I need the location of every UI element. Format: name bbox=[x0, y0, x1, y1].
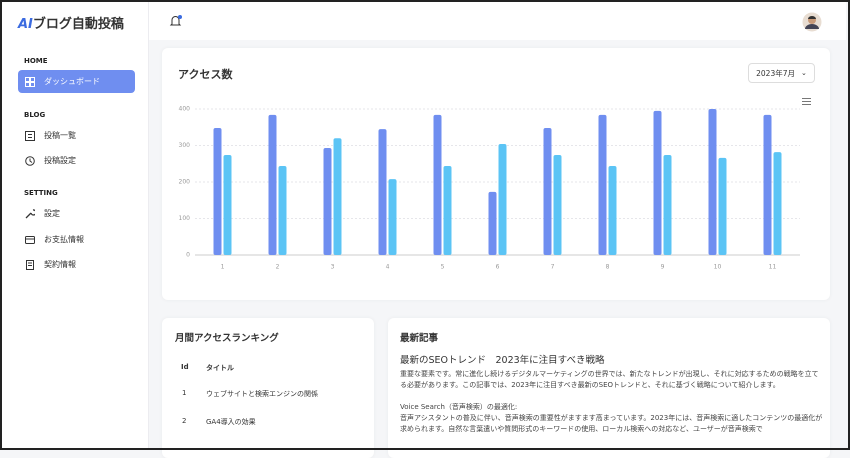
logo-text: ブログ自動投稿 bbox=[32, 17, 124, 32]
user-avatar[interactable] bbox=[802, 12, 822, 32]
notification-bell[interactable] bbox=[169, 14, 183, 28]
icon bbox=[26, 259, 34, 270]
paragraph: Voice Search（音声検索）の最適化: bbox=[400, 403, 518, 411]
icon bbox=[25, 208, 35, 218]
nav-item[interactable]: 投稿設定 bbox=[25, 155, 76, 166]
ranking-card: 月間アクセスランキング Id タイトル 1 ウェブサイトと検索エンジンの関係 2… bbox=[162, 318, 374, 458]
period-label: 2023年7月 bbox=[756, 68, 795, 78]
table-header: Id bbox=[181, 363, 189, 371]
rank-title[interactable]: GA4導入の効果 bbox=[206, 418, 256, 426]
card-title: 月間アクセスランキング bbox=[175, 333, 279, 344]
logo-mark: AI bbox=[18, 17, 33, 32]
nav-label: 設定 bbox=[44, 209, 60, 218]
card-title: 最新記事 bbox=[400, 333, 439, 344]
nav-label: 投稿一覧 bbox=[44, 131, 76, 140]
section-title: HOME bbox=[24, 57, 48, 65]
access-card: アクセス数 2023年7月 ⌄ bbox=[162, 48, 830, 300]
section-title: BLOG bbox=[24, 111, 46, 119]
chart-menu[interactable] bbox=[802, 98, 811, 105]
rank-id: 2 bbox=[182, 417, 187, 425]
rank-title[interactable]: ウェブサイトと検索エンジンの関係 bbox=[206, 390, 318, 398]
top-bar bbox=[149, 2, 846, 40]
logo[interactable]: AIブログ自動投稿 bbox=[18, 13, 124, 32]
nav-item[interactable]: 契約情報 bbox=[25, 259, 76, 270]
nav-label: ダッシュボード bbox=[44, 77, 100, 86]
section-title: SETTING bbox=[24, 189, 58, 197]
nav-item[interactable]: ダッシュボード bbox=[18, 70, 135, 93]
chevron: ⌄ bbox=[800, 69, 807, 77]
period-select[interactable]: 2023年7月 ⌄ bbox=[748, 63, 815, 83]
rank-id: 1 bbox=[182, 389, 187, 397]
article-title[interactable]: 最新のSEOトレンド 2023年に注目すべき戦略 bbox=[400, 355, 605, 366]
icon bbox=[25, 235, 35, 244]
nav-item[interactable]: お支払情報 bbox=[25, 234, 84, 245]
table-header: タイトル bbox=[206, 364, 234, 372]
nav-label: お支払情報 bbox=[44, 235, 84, 244]
card-title: アクセス数 bbox=[178, 68, 233, 81]
paragraph: 重要な要素です。常に進化し続けるデジタルマーケティングの世界では、新たなトレンド… bbox=[400, 370, 819, 389]
icon bbox=[25, 76, 35, 87]
article-body: 重要な要素です。常に進化し続けるデジタルマーケティングの世界では、新たなトレンド… bbox=[400, 369, 825, 435]
icon bbox=[25, 155, 35, 166]
latest-card: 最新記事 最新のSEOトレンド 2023年に注目すべき戦略 重要な要素です。常に… bbox=[388, 318, 830, 458]
nav-label: 投稿設定 bbox=[44, 156, 76, 165]
nav-label: 契約情報 bbox=[44, 260, 76, 269]
sidebar: AIブログ自動投稿 HOME ダッシュボード BLOG 投稿一覧 投稿設定 SE… bbox=[2, 2, 149, 448]
nav-item[interactable]: 投稿一覧 bbox=[25, 130, 76, 141]
icon bbox=[25, 130, 35, 141]
nav-item[interactable]: 設定 bbox=[25, 208, 60, 219]
paragraph: 音声アシスタントの普及に伴い、音声検索の重要性がますます高まっています。2023… bbox=[400, 414, 823, 433]
